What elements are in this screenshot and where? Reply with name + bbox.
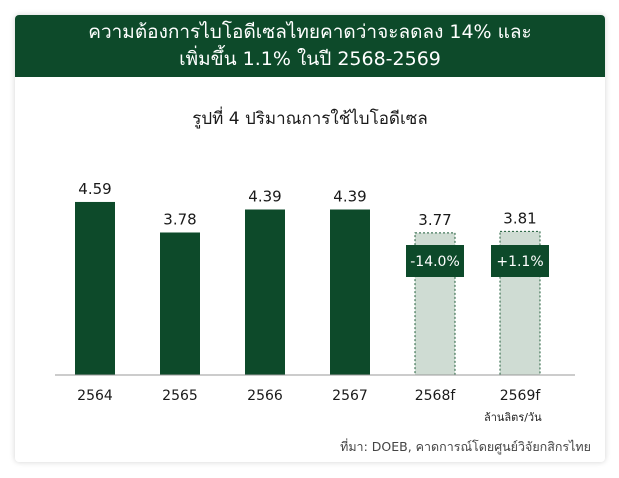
bar-2567 — [330, 209, 370, 375]
unit-label: ล้านลิตร/วัน — [484, 411, 542, 424]
bars-group — [75, 201, 541, 376]
value-label-2565: 3.78 — [163, 210, 196, 228]
value-label-2564: 4.59 — [78, 180, 111, 198]
category-label-2564: 2564 — [77, 388, 113, 404]
header-title-line-2: เพิ่มขึ้น 1.1% ในปี 2568-2569 — [179, 48, 441, 70]
header-title-line-1: ความต้องการไบโอดีเซลไทยคาดว่าจะลดลง 14% … — [88, 21, 532, 43]
value-label-2567: 4.39 — [333, 187, 366, 205]
value-label-2568f: 3.77 — [418, 211, 451, 229]
change-badge-2569f: +1.1% — [491, 245, 549, 277]
value-label-2566: 4.39 — [248, 187, 281, 205]
labels-group: 4.59 2564 3.78 2565 4.39 2566 4.39 2567 3.77 2568… — [77, 180, 549, 404]
change-badge-box — [406, 245, 464, 277]
value-label-2569f: 3.81 — [503, 209, 536, 227]
category-label-2567: 2567 — [332, 388, 368, 404]
change-badge-text: -14.0% — [410, 254, 460, 270]
chart-card: ความต้องการไบโอดีเซลไทยคาดว่าจะลดลง 14% … — [15, 15, 605, 462]
category-label-2569f: 2569f — [500, 388, 542, 404]
bar-2566 — [245, 209, 285, 375]
change-badge-text: +1.1% — [496, 254, 543, 270]
change-badge-box — [491, 245, 549, 277]
bar-chart: 4.59 2564 3.78 2565 4.39 2566 4.39 2567 3.77 2568… — [55, 180, 575, 404]
category-label-2568f: 2568f — [415, 388, 457, 404]
category-label-2566: 2566 — [247, 388, 283, 404]
bar-2565 — [160, 232, 200, 375]
header-banner: ความต้องการไบโอดีเซลไทยคาดว่าจะลดลง 14% … — [15, 15, 605, 77]
category-label-2565: 2565 — [162, 388, 198, 404]
source-note: ที่มา: DOEB, คาดการณ์โดยศูนย์วิจัยกสิกรไ… — [340, 439, 591, 454]
bar-2564 — [75, 201, 115, 375]
chart-title: รูปที่ 4 ปริมาณการใช้ไบโอดีเซล — [192, 109, 428, 129]
change-badge-2568f: -14.0% — [406, 245, 464, 277]
